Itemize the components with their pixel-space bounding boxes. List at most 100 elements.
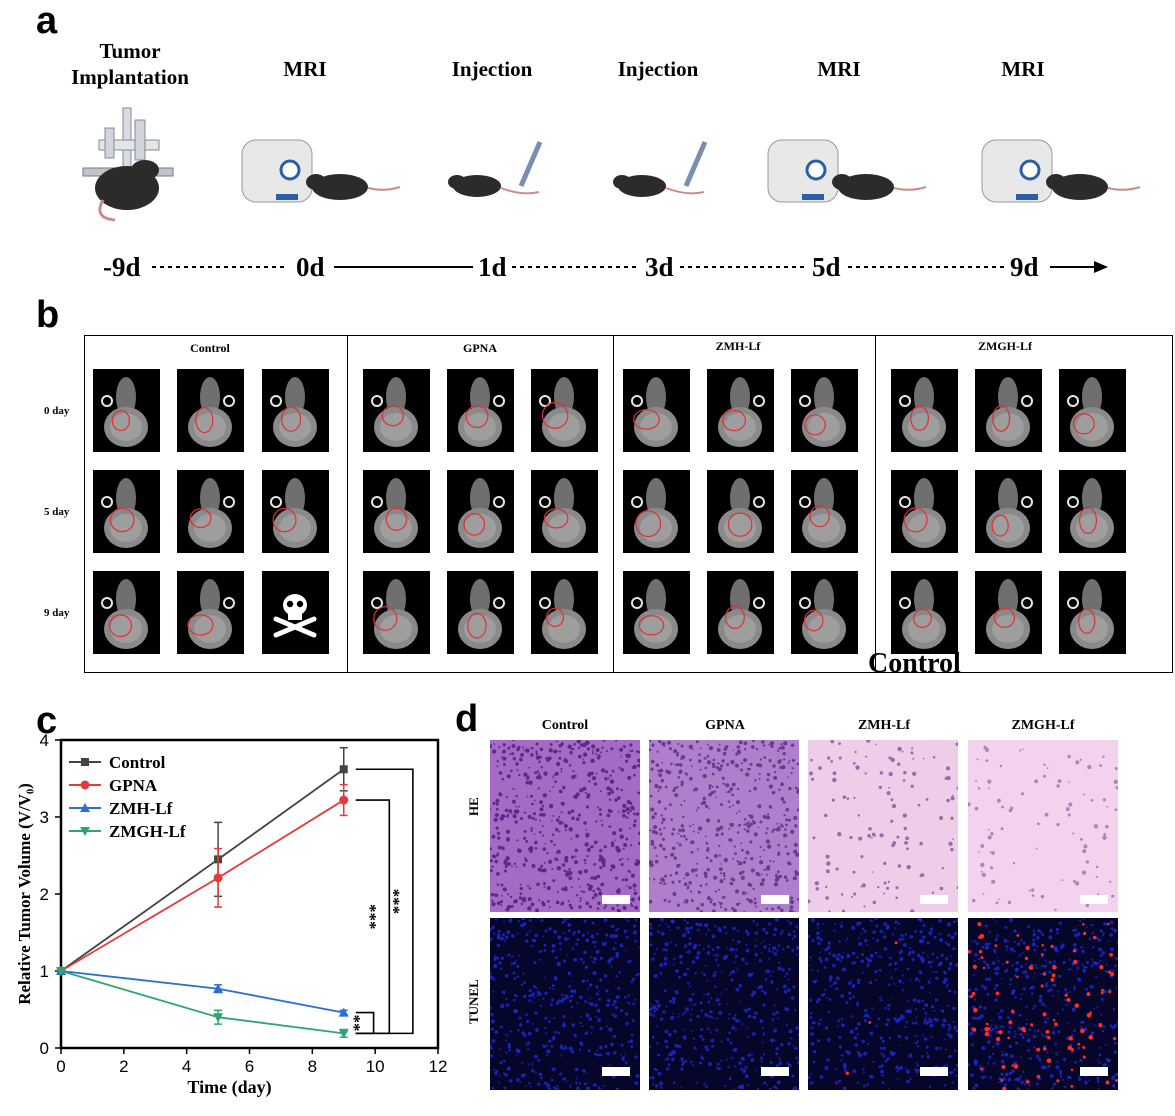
data-point xyxy=(339,795,349,805)
day-label: 3d xyxy=(645,252,674,282)
data-point xyxy=(56,967,66,976)
data-point xyxy=(213,873,223,883)
mri-scan-image xyxy=(262,369,329,452)
mri-scan-image xyxy=(623,571,690,654)
mri-group-title: ZMGH-Lf xyxy=(978,339,1032,353)
mri-scan-image xyxy=(707,470,774,553)
significance-marker: ** xyxy=(350,1014,369,1031)
mri-scan-image xyxy=(1059,571,1126,654)
tunel-stain-image xyxy=(808,918,958,1090)
scale-bar xyxy=(1080,895,1108,904)
day-label: 1d xyxy=(478,252,507,282)
timeline xyxy=(152,261,1108,273)
mri-scan-image xyxy=(177,470,244,553)
he-stain-image xyxy=(490,740,640,912)
injection-mouse-icon xyxy=(448,141,543,197)
mri-scan-image xyxy=(363,369,430,452)
mri-scan-image xyxy=(93,571,160,654)
y-tick-label: 3 xyxy=(40,808,49,827)
series-zmh-lf xyxy=(56,966,349,1017)
step-label-tumor-implantation: Tumor Implantation xyxy=(71,39,189,90)
data-point xyxy=(213,1013,224,1023)
x-tick-label: 0 xyxy=(56,1057,65,1076)
mri-group-title: Control xyxy=(190,341,230,355)
mri-scan-image xyxy=(93,369,160,452)
significance-bracket xyxy=(355,1011,375,1035)
he-stain-image xyxy=(968,740,1118,912)
scale-bar xyxy=(761,895,789,904)
mri-row-label: 9 day xyxy=(44,607,70,619)
mri-scan-image xyxy=(707,369,774,452)
mri-scan-image xyxy=(363,571,430,654)
mri-group-title: ZMH-Lf xyxy=(715,339,761,353)
mri-row-label: 0 day xyxy=(44,405,70,417)
scale-bar xyxy=(761,1067,789,1076)
mri-scan-image xyxy=(93,470,160,553)
panel-b-letter: b xyxy=(36,294,60,336)
mri-scan-image xyxy=(707,571,774,654)
mri-scan-image xyxy=(447,571,514,654)
scale-bar xyxy=(1080,1067,1108,1076)
x-tick-label: 12 xyxy=(429,1057,448,1076)
scale-bar xyxy=(920,895,948,904)
series-line xyxy=(60,799,345,972)
he-stain-image xyxy=(808,740,958,912)
mri-scan-image xyxy=(262,470,329,553)
legend-label: GPNA xyxy=(109,776,158,795)
mri-scan-image xyxy=(975,470,1042,553)
mri-scan-image xyxy=(262,571,329,654)
legend-marker xyxy=(80,803,90,812)
mri-scan-image xyxy=(975,571,1042,654)
legend-marker xyxy=(80,780,90,790)
histology-group-title: GPNA xyxy=(705,718,745,733)
data-point xyxy=(338,1029,349,1039)
x-tick-label: 10 xyxy=(366,1057,385,1076)
mri-scan-image xyxy=(447,369,514,452)
mri-scan-image xyxy=(1059,470,1126,553)
stray-control-label: Control xyxy=(868,648,961,679)
mri-scan-image xyxy=(891,470,958,553)
mri-scan-image xyxy=(531,369,598,452)
panel-d-letter: d xyxy=(455,698,479,740)
day-label: 9d xyxy=(1010,252,1039,282)
mri-scan-image xyxy=(623,470,690,553)
histology-row-label: TUNEL xyxy=(466,979,481,1024)
tunel-stain-image xyxy=(490,918,640,1090)
mri-scan-image xyxy=(791,571,858,654)
skull-crossbones-icon xyxy=(273,594,317,638)
scale-bar xyxy=(602,1067,630,1076)
step-label-mri-5d: MRI xyxy=(817,57,861,81)
tunel-stain-image xyxy=(968,918,1118,1090)
scale-bar xyxy=(602,895,630,904)
x-tick-label: 4 xyxy=(182,1057,191,1076)
data-point xyxy=(213,983,224,993)
significance-marker: *** xyxy=(365,904,384,930)
mri-scan-image xyxy=(891,369,958,452)
data-point xyxy=(338,1007,349,1017)
tumor-implantation-icon xyxy=(82,107,174,222)
mri-scan-image xyxy=(975,369,1042,452)
series-zmgh-lf xyxy=(56,967,349,1039)
legend-marker xyxy=(81,758,89,766)
step-label-injection-3d: Injection xyxy=(617,57,699,81)
x-tick-label: 8 xyxy=(308,1057,317,1076)
mri-scanner-icon xyxy=(767,139,927,203)
histology-group-title: ZMH-Lf xyxy=(857,718,911,733)
mri-scan-image xyxy=(363,470,430,553)
data-point xyxy=(339,765,348,774)
scale-bar xyxy=(920,1067,948,1076)
mri-scan-image xyxy=(791,470,858,553)
step-label-mri-9d: MRI xyxy=(1001,57,1045,81)
mri-grid-frame xyxy=(84,335,1173,673)
histology-group-title: Control xyxy=(541,718,589,733)
mri-group-title: GPNA xyxy=(463,341,497,355)
step-label-injection-1d: Injection xyxy=(451,57,533,81)
y-tick-label: 2 xyxy=(40,885,49,904)
mri-scan-image xyxy=(791,369,858,452)
legend-label: Control xyxy=(109,753,166,772)
y-tick-label: 0 xyxy=(40,1039,49,1058)
he-stain-image xyxy=(649,740,799,912)
mri-scan-image xyxy=(1059,369,1126,452)
day-label: 0d xyxy=(296,252,325,282)
